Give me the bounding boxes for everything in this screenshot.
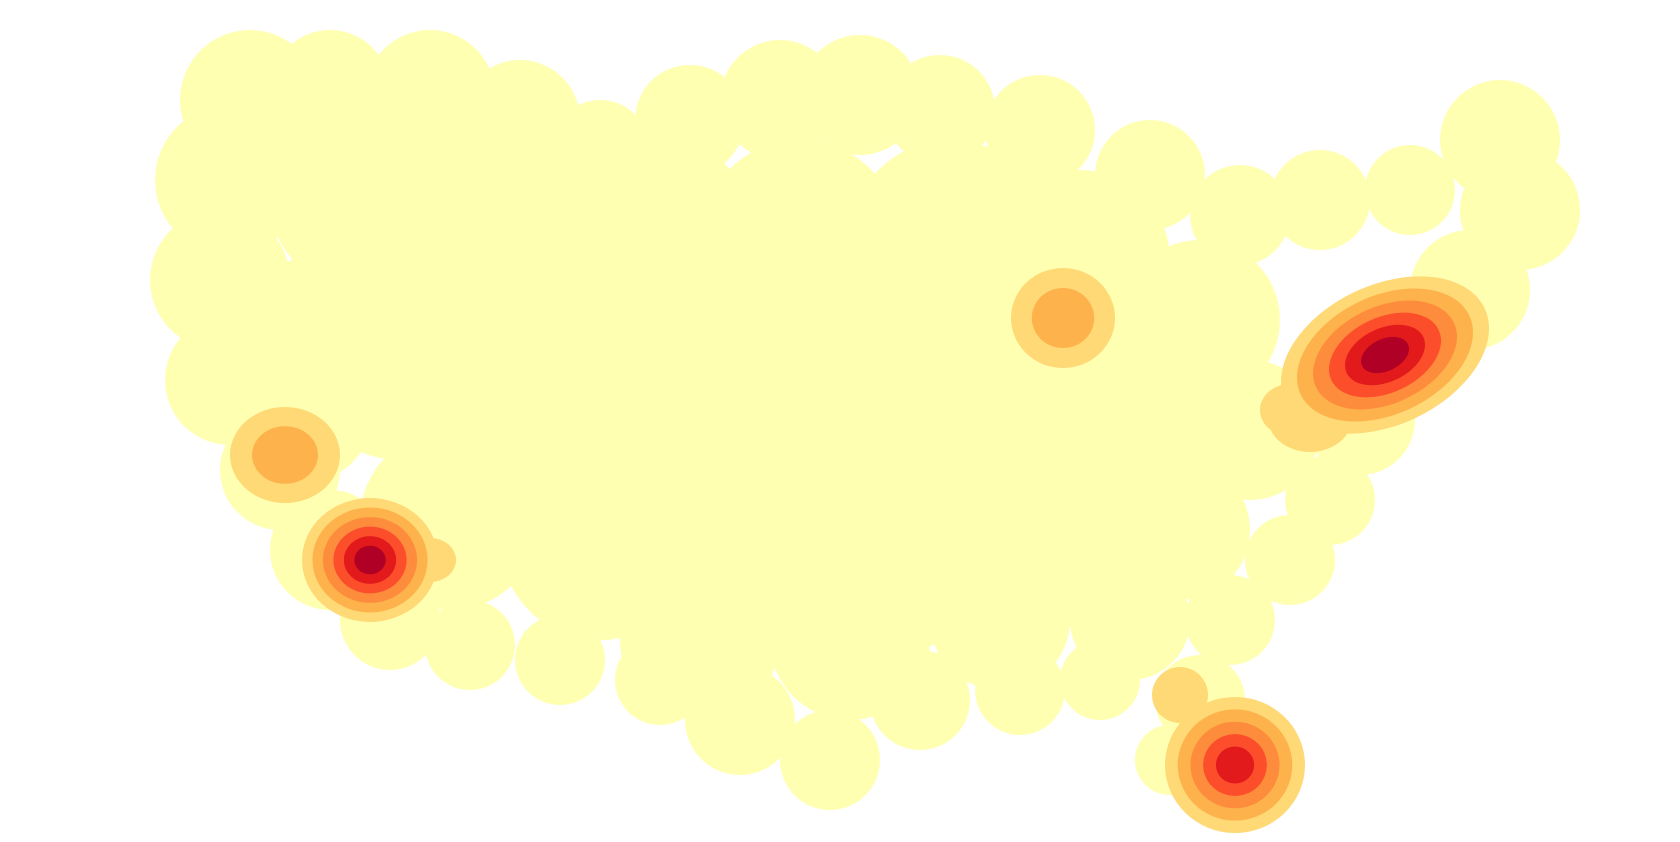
hotspot-southern-california <box>302 498 438 622</box>
density-level-6 <box>1215 746 1255 784</box>
density-level-1-patch <box>1190 165 1290 265</box>
density-level-7 <box>1361 336 1409 374</box>
hotspot-northern-california <box>230 407 340 503</box>
density-level-1-patch <box>1185 575 1275 665</box>
density-level-3 <box>1031 288 1095 348</box>
density-level-1 <box>150 30 1580 810</box>
density-level-1-patch <box>425 600 515 690</box>
density-level-3 <box>252 426 318 484</box>
density-level-1-patch <box>770 560 930 720</box>
density-level-1-patch <box>620 560 780 720</box>
hotspot-midwest <box>1011 268 1115 368</box>
density-level-1-patch <box>1245 515 1335 605</box>
density-level-7 <box>354 545 386 575</box>
density-level-1-patch <box>780 710 880 810</box>
density-level-2-patch <box>1152 667 1208 723</box>
density-level-1-patch <box>1070 560 1190 680</box>
hotspot-south-florida <box>1165 697 1305 833</box>
density-level-1-patch <box>1365 145 1455 235</box>
density-level-1-patch <box>885 55 995 165</box>
hotspot-northeast <box>1281 276 1489 434</box>
density-level-1-patch <box>985 75 1095 185</box>
density-level-1-patch <box>1270 150 1370 250</box>
density-level-1-patch <box>930 550 1070 690</box>
density-hotspots <box>230 268 1489 833</box>
